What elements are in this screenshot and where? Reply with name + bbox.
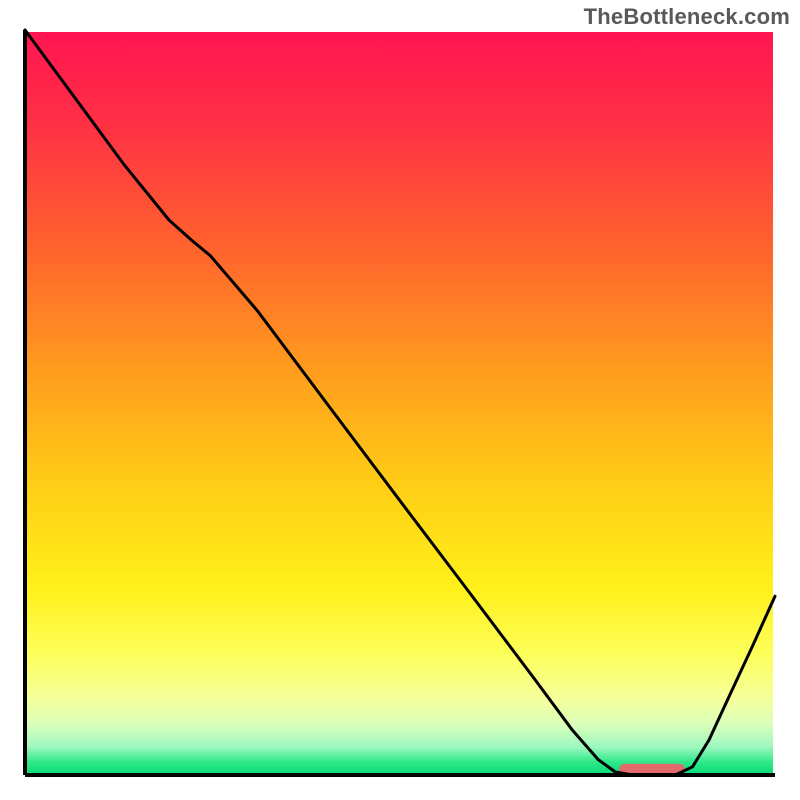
bottleneck-curve-chart [0,0,800,800]
chart-container: TheBottleneck.com [0,0,800,800]
watermark-text: TheBottleneck.com [584,4,790,30]
gradient-background [27,32,773,773]
